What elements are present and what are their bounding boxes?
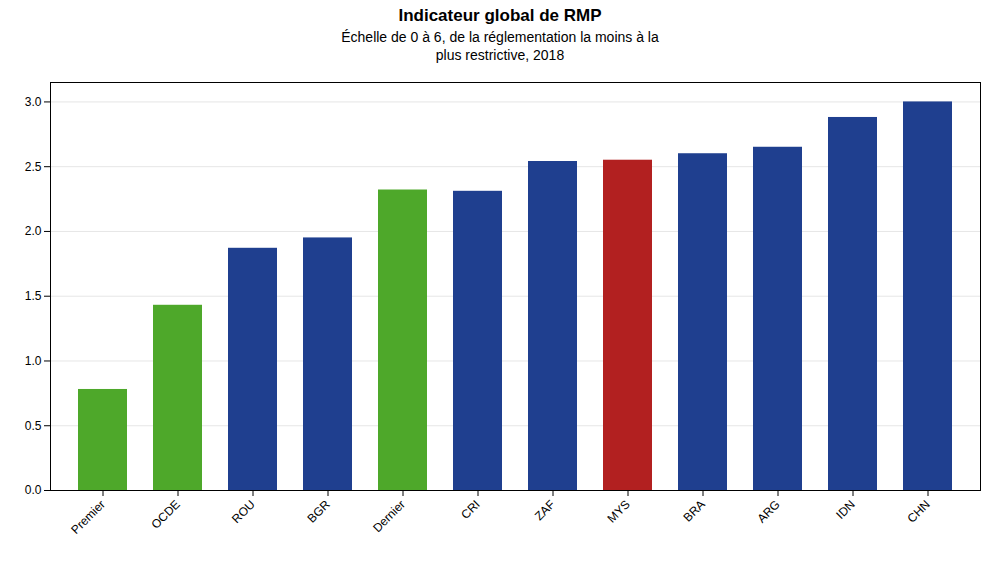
svg-text:ZAF: ZAF [532,498,558,524]
svg-text:1.0: 1.0 [25,354,42,368]
svg-text:BRA: BRA [680,498,707,525]
svg-text:0.5: 0.5 [25,419,42,433]
svg-text:2.5: 2.5 [25,160,42,174]
svg-text:MYS: MYS [605,498,633,526]
svg-text:0.0: 0.0 [25,484,42,498]
svg-text:CRI: CRI [458,498,483,523]
svg-text:CHN: CHN [905,498,933,526]
svg-text:ROU: ROU [229,498,258,527]
svg-text:Dernier: Dernier [370,498,408,536]
svg-text:Premier: Premier [68,498,108,538]
svg-text:IDN: IDN [833,498,858,523]
svg-text:BGR: BGR [305,497,334,526]
svg-text:3.0: 3.0 [25,95,42,109]
svg-text:2.0: 2.0 [25,225,42,239]
svg-text:OCDE: OCDE [148,498,182,532]
html-text:Indicateur global de RMP: Indicateur global de RMP [398,6,602,25]
svg-text:1.5: 1.5 [25,289,42,303]
html-text:Échelle de 0 à 6, de la réglem: Échelle de 0 à 6, de la réglementation l… [341,29,659,64]
svg-text:ARG: ARG [755,498,783,526]
